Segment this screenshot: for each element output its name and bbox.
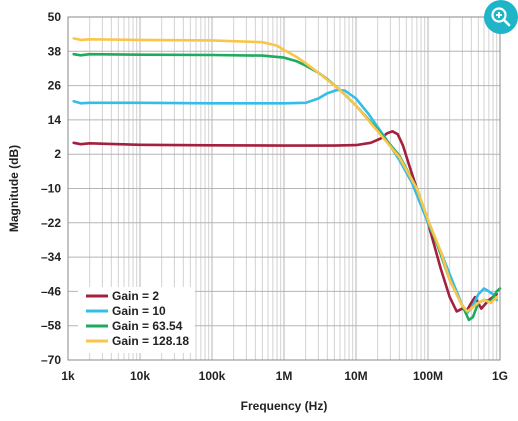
y-tick-label: 50	[48, 10, 62, 24]
x-tick-label: 100k	[199, 369, 226, 383]
legend-entry: Gain = 63.54	[112, 319, 183, 333]
y-tick-label: 2	[54, 147, 61, 161]
x-tick-label: 1M	[276, 369, 293, 383]
y-tick-label: –34	[41, 250, 61, 264]
x-tick-label: 1k	[61, 369, 75, 383]
y-tick-label: 26	[48, 79, 62, 93]
x-tick-label: 10k	[130, 369, 150, 383]
series-lines	[72, 37, 502, 322]
zoom-button[interactable]	[484, 0, 518, 34]
y-axis-label: Magnitude (dB)	[7, 145, 21, 232]
zoom-in-icon	[491, 7, 511, 27]
series-line-1	[72, 130, 498, 313]
series-line-3	[72, 52, 502, 322]
y-tick-label: 14	[48, 113, 62, 127]
x-tick-label: 10M	[344, 369, 367, 383]
legend-entry: Gain = 128.18	[112, 334, 189, 348]
x-tick-label: 1G	[492, 369, 508, 383]
x-tick-label: 100M	[413, 369, 443, 383]
y-tick-label: –70	[41, 353, 61, 367]
legend-entry: Gain = 10	[112, 304, 166, 318]
x-axis-label: Frequency (Hz)	[241, 399, 328, 413]
legend-entry: Gain = 2	[112, 289, 159, 303]
y-axis-ticks: 50 38 26 14 2 –10 –22 –34 –46 –58 –70	[41, 10, 61, 367]
y-tick-label: 38	[48, 44, 62, 58]
y-tick-label: –10	[41, 182, 61, 196]
y-tick-label: –22	[41, 216, 61, 230]
y-tick-label: –46	[41, 284, 61, 298]
plot-frame	[67, 16, 501, 361]
series-line-4	[72, 37, 498, 313]
x-axis-ticks: 1k 10k 100k 1M 10M 100M 1G	[61, 369, 508, 383]
y-tick-label: –58	[41, 319, 61, 333]
